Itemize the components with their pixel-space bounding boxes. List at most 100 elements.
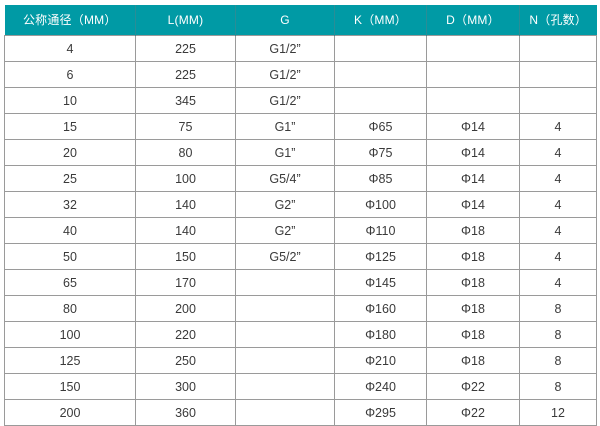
pipe-specification-table: 公称通径（MM） L(MM) G K（MM） D（MM） N（孔数） 4 225 G… — [4, 5, 597, 426]
cell-k-value: Φ295 — [334, 399, 427, 426]
cell-nominal-diameter: 200 — [4, 399, 136, 426]
cell-d-value: Φ18 — [426, 243, 520, 270]
cell-nominal-diameter: 15 — [4, 113, 136, 140]
cell-g-value — [235, 269, 335, 296]
cell-d-value — [426, 87, 520, 114]
cell-l-value: 100 — [135, 165, 236, 192]
cell-g-value: G1” — [235, 139, 335, 166]
cell-l-value: 200 — [135, 295, 236, 322]
table-row: 65 170 Φ145 Φ18 4 — [4, 269, 597, 296]
cell-l-value: 170 — [135, 269, 236, 296]
cell-k-value: Φ145 — [334, 269, 427, 296]
cell-n-value: 4 — [519, 139, 597, 166]
cell-l-value: 345 — [135, 87, 236, 114]
table-row: 200 360 Φ295 Φ22 12 — [4, 399, 597, 426]
cell-nominal-diameter: 4 — [4, 35, 136, 62]
table-row: 25 100 G5/4” Φ85 Φ14 4 — [4, 165, 597, 192]
cell-nominal-diameter: 25 — [4, 165, 136, 192]
table-row: 50 150 G5/2” Φ125 Φ18 4 — [4, 243, 597, 270]
cell-nominal-diameter: 125 — [4, 347, 136, 374]
cell-nominal-diameter: 32 — [4, 191, 136, 218]
cell-l-value: 140 — [135, 217, 236, 244]
cell-nominal-diameter: 20 — [4, 139, 136, 166]
cell-l-value: 300 — [135, 373, 236, 400]
column-header-d: D（MM） — [426, 5, 520, 36]
cell-d-value: Φ18 — [426, 295, 520, 322]
cell-l-value: 225 — [135, 61, 236, 88]
cell-n-value: 8 — [519, 295, 597, 322]
cell-n-value: 8 — [519, 347, 597, 374]
header-row: 公称通径（MM） L(MM) G K（MM） D（MM） N（孔数） — [4, 5, 597, 36]
cell-d-value: Φ22 — [426, 373, 520, 400]
cell-nominal-diameter: 40 — [4, 217, 136, 244]
table-row: 40 140 G2” Φ110 Φ18 4 — [4, 217, 597, 244]
cell-g-value: G5/2” — [235, 243, 335, 270]
cell-d-value: Φ14 — [426, 139, 520, 166]
cell-d-value — [426, 35, 520, 62]
column-header-g: G — [235, 5, 335, 36]
column-header-n: N（孔数） — [519, 5, 597, 36]
cell-k-value: Φ210 — [334, 347, 427, 374]
cell-l-value: 360 — [135, 399, 236, 426]
cell-k-value — [334, 87, 427, 114]
table-row: 80 200 Φ160 Φ18 8 — [4, 295, 597, 322]
cell-k-value: Φ125 — [334, 243, 427, 270]
cell-l-value: 140 — [135, 191, 236, 218]
cell-k-value: Φ85 — [334, 165, 427, 192]
cell-g-value: G2” — [235, 217, 335, 244]
table-body: 4 225 G1/2” 6 225 G1/2” 10 345 G1/2” 15 75 G1” Φ65 Φ1… — [4, 35, 597, 426]
table-row: 4 225 G1/2” — [4, 35, 597, 62]
cell-n-value — [519, 87, 597, 114]
cell-d-value: Φ14 — [426, 165, 520, 192]
table-row: 100 220 Φ180 Φ18 8 — [4, 321, 597, 348]
column-header-l: L(MM) — [135, 5, 236, 36]
column-header-nominal-diameter: 公称通径（MM） — [4, 5, 136, 36]
table-row: 15 75 G1” Φ65 Φ14 4 — [4, 113, 597, 140]
cell-l-value: 75 — [135, 113, 236, 140]
cell-g-value: G1/2” — [235, 87, 335, 114]
cell-d-value: Φ22 — [426, 399, 520, 426]
cell-n-value: 8 — [519, 373, 597, 400]
cell-d-value: Φ18 — [426, 217, 520, 244]
cell-d-value: Φ18 — [426, 269, 520, 296]
cell-nominal-diameter: 80 — [4, 295, 136, 322]
cell-g-value: G1/2” — [235, 61, 335, 88]
cell-nominal-diameter: 6 — [4, 61, 136, 88]
table-row: 20 80 G1” Φ75 Φ14 4 — [4, 139, 597, 166]
cell-n-value — [519, 35, 597, 62]
cell-n-value: 12 — [519, 399, 597, 426]
cell-n-value: 8 — [519, 321, 597, 348]
cell-g-value: G1” — [235, 113, 335, 140]
cell-d-value: Φ18 — [426, 347, 520, 374]
cell-k-value: Φ240 — [334, 373, 427, 400]
cell-k-value — [334, 61, 427, 88]
cell-d-value: Φ18 — [426, 321, 520, 348]
cell-g-value — [235, 347, 335, 374]
cell-d-value — [426, 61, 520, 88]
cell-nominal-diameter: 50 — [4, 243, 136, 270]
cell-nominal-diameter: 100 — [4, 321, 136, 348]
cell-n-value: 4 — [519, 191, 597, 218]
cell-g-value — [235, 321, 335, 348]
column-header-k: K（MM） — [334, 5, 427, 36]
cell-n-value: 4 — [519, 243, 597, 270]
cell-n-value — [519, 61, 597, 88]
cell-k-value: Φ110 — [334, 217, 427, 244]
cell-k-value: Φ160 — [334, 295, 427, 322]
cell-g-value — [235, 373, 335, 400]
table-row: 125 250 Φ210 Φ18 8 — [4, 347, 597, 374]
cell-g-value: G1/2” — [235, 35, 335, 62]
cell-d-value: Φ14 — [426, 191, 520, 218]
cell-n-value: 4 — [519, 113, 597, 140]
cell-l-value: 225 — [135, 35, 236, 62]
cell-k-value: Φ180 — [334, 321, 427, 348]
cell-l-value: 250 — [135, 347, 236, 374]
cell-n-value: 4 — [519, 217, 597, 244]
cell-l-value: 220 — [135, 321, 236, 348]
cell-n-value: 4 — [519, 269, 597, 296]
cell-nominal-diameter: 150 — [4, 373, 136, 400]
cell-k-value: Φ75 — [334, 139, 427, 166]
table-row: 6 225 G1/2” — [4, 61, 597, 88]
cell-g-value: G5/4” — [235, 165, 335, 192]
cell-k-value — [334, 35, 427, 62]
